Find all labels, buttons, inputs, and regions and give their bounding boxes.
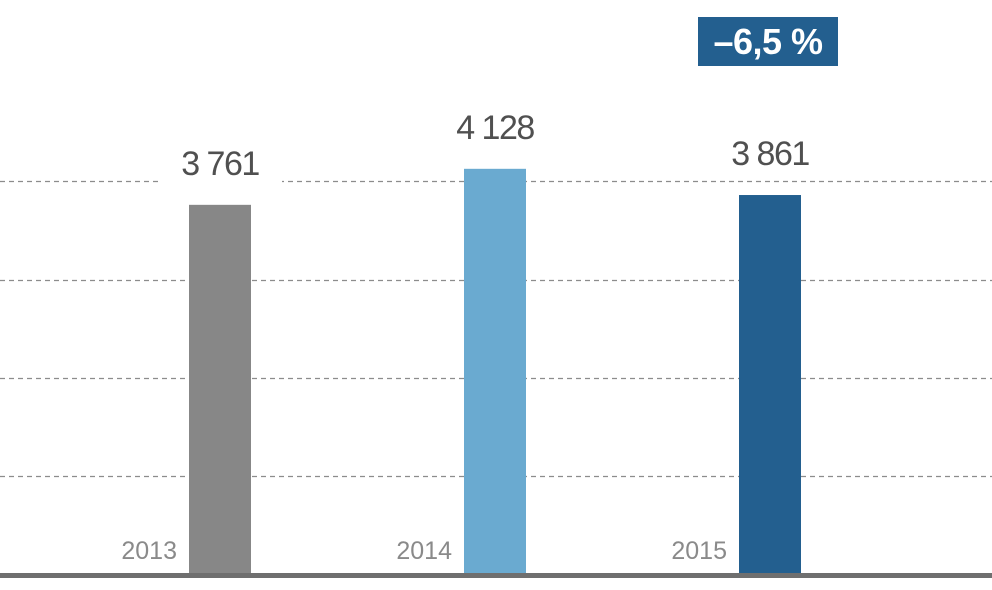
change-badge-background (698, 17, 838, 66)
change-badge-text: –6,5 % (713, 21, 823, 62)
year-label-2014: 2014 (396, 537, 452, 565)
value-label-backdrop-2015 (708, 129, 832, 178)
bars (189, 168, 801, 574)
year-label-2015: 2015 (671, 537, 727, 565)
bar-2013 (189, 204, 251, 574)
value-label-backdrop-2014 (433, 102, 557, 151)
bar-2014 (464, 168, 526, 574)
value-labels: 3 761 4 128 3 861 (158, 102, 832, 187)
bar-2015 (739, 195, 801, 574)
value-label-2013: 3 761 (181, 145, 259, 183)
value-label-2015: 3 861 (731, 135, 809, 173)
value-label-backdrop-2013 (158, 138, 282, 187)
year-labels: 2013 2014 2015 (121, 537, 727, 565)
value-label-2014: 4 128 (456, 109, 534, 147)
year-label-2013: 2013 (121, 537, 177, 565)
change-badge: –6,5 % (698, 17, 838, 66)
